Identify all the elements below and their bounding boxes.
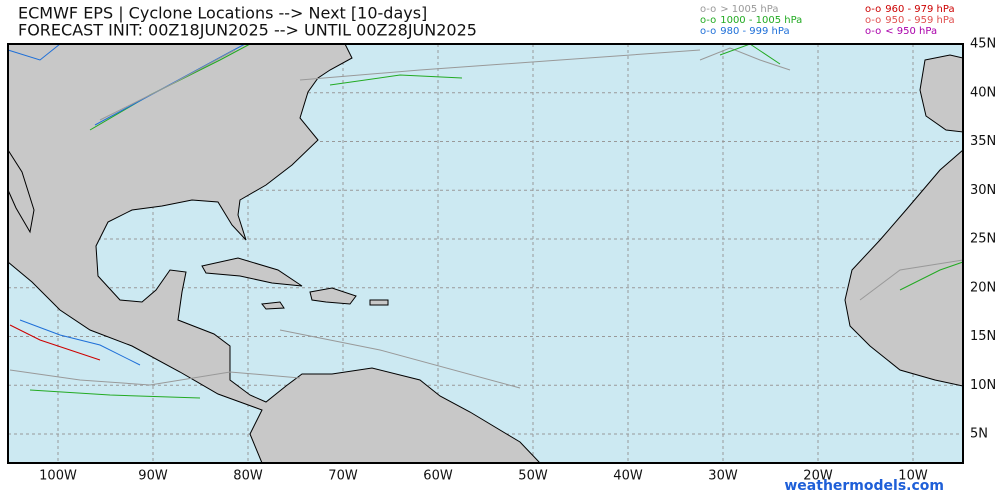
legend-marker: o-o	[865, 26, 881, 37]
axis-labels: 45N 40N 35N 30N 25N 20N 15N 10N 5N 100W 90W 80W 70W 6…	[39, 37, 996, 484]
map-frame	[7, 43, 964, 464]
land-jamaica	[261, 301, 285, 310]
lat-label: 40N	[970, 85, 996, 100]
legend: o-o > 1005 hPa o-o 1000 - 1005 hPa o-o 980 - …	[700, 4, 955, 37]
legend-label: > 1005 hPa	[720, 4, 778, 15]
lon-label: 50W	[518, 469, 548, 484]
legend-item: o-o > 1005 hPa	[700, 4, 778, 15]
lat-label: 35N	[970, 134, 996, 149]
lat-label: 10N	[970, 378, 996, 393]
title: ECMWF EPS | Cyclone Locations --> Next […	[18, 4, 427, 23]
lon-label: 20W	[803, 469, 833, 484]
land-americas	[7, 43, 542, 464]
lat-label: 5N	[970, 427, 988, 442]
legend-marker: o-o	[865, 4, 881, 15]
lat-label: 20N	[970, 280, 996, 295]
lon-label: 30W	[708, 469, 738, 484]
legend-marker: o-o	[700, 15, 716, 26]
cyclone-tracks	[7, 43, 964, 399]
lon-label: 70W	[328, 469, 358, 484]
legend-item: o-o 960 - 979 hPa	[865, 4, 955, 15]
land-puerto-rico	[369, 299, 389, 306]
lon-label: 90W	[138, 469, 168, 484]
legend-marker: o-o	[700, 26, 716, 37]
land-cuba	[201, 257, 303, 287]
lon-label: 100W	[39, 469, 77, 484]
legend-marker: o-o	[700, 4, 716, 15]
land-hispaniola	[309, 287, 357, 305]
legend-marker: o-o	[865, 15, 881, 26]
legend-label: 950 - 959 hPa	[885, 15, 954, 26]
legend-item: o-o 980 - 999 hPa	[700, 26, 790, 37]
lat-label: 30N	[970, 183, 996, 198]
subtitle: FORECAST INIT: 00Z18JUN2025 --> UNTIL 00…	[18, 21, 477, 40]
lon-label: 80W	[233, 469, 263, 484]
land-iberia	[919, 54, 964, 133]
legend-label: < 950 hPa	[885, 26, 937, 37]
legend-label: 1000 - 1005 hPa	[720, 15, 802, 26]
legend-item: o-o 950 - 959 hPa	[865, 15, 955, 26]
lon-label: 60W	[423, 469, 453, 484]
lon-label: 10W	[898, 469, 928, 484]
lat-label: 45N	[970, 37, 996, 52]
lat-label: 15N	[970, 329, 996, 344]
legend-item: o-o 1000 - 1005 hPa	[700, 15, 802, 26]
legend-item: o-o < 950 hPa	[865, 26, 937, 37]
credit: weathermodels.com	[784, 478, 944, 494]
lon-label: 40W	[613, 469, 643, 484]
legend-label: 960 - 979 hPa	[885, 4, 954, 15]
lat-label: 25N	[970, 232, 996, 247]
legend-label: 980 - 999 hPa	[720, 26, 789, 37]
